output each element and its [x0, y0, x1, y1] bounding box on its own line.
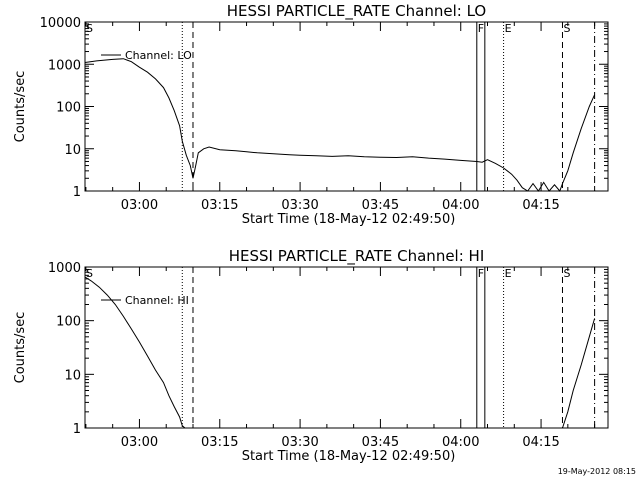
marker-label-F1: F: [478, 22, 484, 35]
marker-label-S: S: [86, 267, 93, 280]
x-tick-label: 04:00: [442, 435, 479, 450]
x-tick-label: 04:15: [522, 435, 559, 450]
y-tick-label: 1000: [48, 58, 81, 73]
legend-label: Channel: LO: [125, 49, 192, 62]
footer-timestamp: 19-May-2012 08:15: [558, 467, 636, 476]
marker-label-F1: F: [478, 267, 484, 280]
y-tick-label: 1: [73, 422, 81, 437]
marker-label-E: E: [505, 267, 512, 280]
chart-title: HESSI PARTICLE_RATE Channel: HI: [229, 247, 485, 266]
plot-frame: [84, 266, 609, 429]
x-tick-label: 03:00: [121, 435, 158, 450]
marker-label-S: S: [86, 22, 93, 35]
x-tick-label: 03:45: [362, 198, 399, 213]
x-tick-label: 03:30: [281, 198, 318, 213]
chart-title: HESSI PARTICLE_RATE Channel: LO: [227, 2, 486, 21]
marker-label-S2: S: [563, 267, 570, 280]
x-axis-label: Start Time (18-May-12 02:49:50): [242, 449, 456, 464]
plot-frame: [84, 21, 609, 192]
y-tick-label: 1000: [48, 261, 81, 276]
x-tick-label: 03:15: [201, 435, 238, 450]
legend-label: Channel: HI: [125, 294, 189, 307]
x-axis-label: Start Time (18-May-12 02:49:50): [242, 212, 456, 227]
marker-label-E: E: [505, 22, 512, 35]
x-tick-label: 03:15: [201, 198, 238, 213]
y-tick-label: 100: [56, 315, 81, 330]
x-tick-label: 03:45: [362, 435, 399, 450]
x-tick-label: 03:00: [121, 198, 158, 213]
y-tick-label: 100: [56, 101, 81, 116]
x-tick-label: 04:15: [522, 198, 559, 213]
y-axis-label: Counts/sec: [13, 312, 28, 384]
series-line: [84, 58, 596, 192]
y-tick-label: 10: [64, 143, 81, 158]
series-line: [84, 276, 596, 429]
x-tick-label: 03:30: [281, 435, 318, 450]
y-axis-label: Counts/sec: [13, 71, 28, 143]
y-tick-label: 10: [64, 368, 81, 383]
marker-label-S2: S: [563, 22, 570, 35]
x-tick-label: 04:00: [442, 198, 479, 213]
y-tick-label: 10000: [40, 16, 81, 31]
y-tick-label: 1: [73, 185, 81, 200]
